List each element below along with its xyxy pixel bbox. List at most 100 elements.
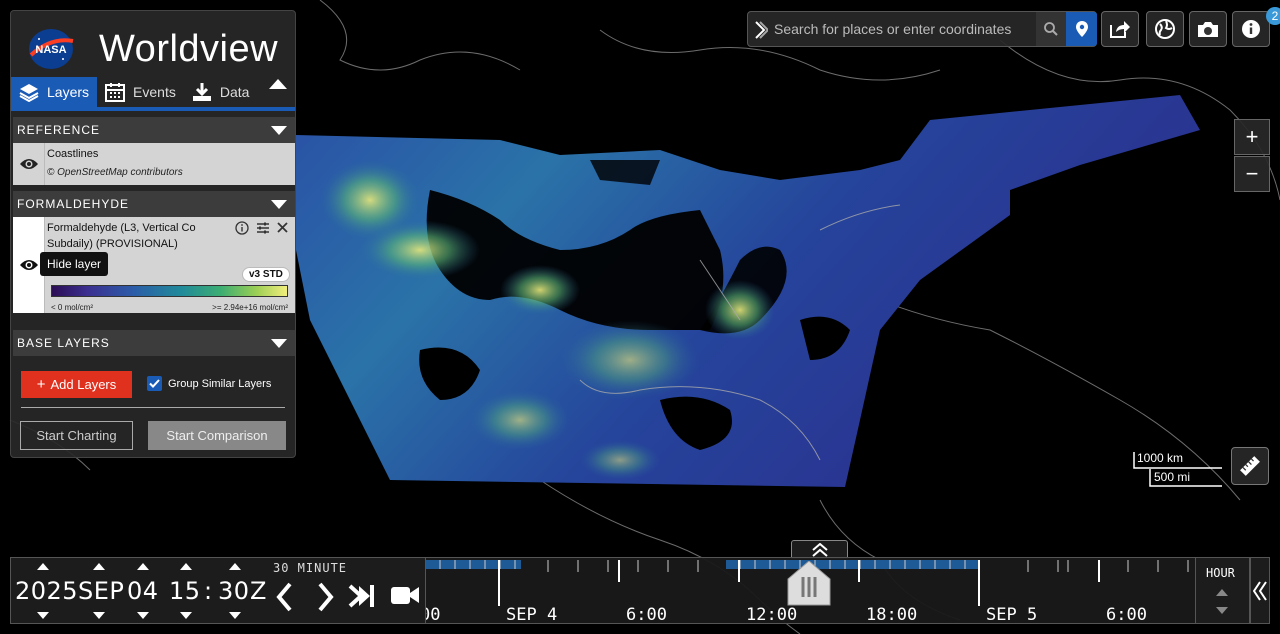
- timeline-collapse-button[interactable]: [1250, 557, 1270, 624]
- axis-label: 6:00: [1106, 605, 1147, 624]
- layer-name: Coastlines: [47, 148, 99, 160]
- search-button[interactable]: [1036, 12, 1066, 46]
- visibility-toggle[interactable]: [13, 143, 45, 185]
- year-field[interactable]: 2025: [15, 577, 79, 605]
- search-icon: [1044, 22, 1058, 36]
- layers-icon: [19, 84, 39, 102]
- day-up-arrow[interactable]: [137, 563, 149, 570]
- layers-sidebar: NASA Worldview Layers Events Data REFERE…: [10, 10, 296, 458]
- add-layers-button[interactable]: + Add Layers: [21, 371, 132, 398]
- hour-field[interactable]: 15: [169, 577, 201, 605]
- chevron-right-icon[interactable]: [754, 21, 768, 39]
- map-pin-icon: [1075, 21, 1088, 37]
- timeline-ticks: [426, 560, 1189, 606]
- category-base-layers[interactable]: BASE LAYERS: [13, 330, 295, 356]
- layer-name-line2: Subdaily) (PROVISIONAL): [47, 238, 178, 250]
- app-title: Worldview: [99, 27, 279, 70]
- tab-events[interactable]: Events: [97, 77, 184, 107]
- info-button[interactable]: [1232, 11, 1270, 47]
- location-pin-button[interactable]: [1066, 12, 1097, 46]
- measure-button[interactable]: [1231, 447, 1269, 485]
- year-down-arrow[interactable]: [37, 612, 49, 619]
- tab-data-label: Data: [219, 84, 250, 100]
- timeline-axis[interactable]: 00 SEP 4 6:00 12:00 18:00 SEP 5 6:00: [426, 557, 1196, 624]
- axis-label: 12:00: [746, 605, 798, 624]
- axis-label: 00: [426, 605, 441, 624]
- category-base-label: BASE LAYERS: [17, 336, 110, 350]
- category-formaldehyde[interactable]: FORMALDEHYDE: [13, 191, 295, 217]
- month-up-arrow[interactable]: [93, 563, 105, 570]
- chevron-left-icon[interactable]: [275, 582, 295, 612]
- settings-sliders-icon[interactable]: [256, 221, 270, 235]
- axis-label: SEP 4: [506, 605, 558, 624]
- info-icon[interactable]: [235, 221, 249, 235]
- zoom-level-up-arrow[interactable]: [1216, 589, 1228, 596]
- category-reference[interactable]: REFERENCE: [13, 117, 295, 143]
- chevron-up-icon: [811, 542, 828, 557]
- scale-bar: [1133, 452, 1222, 487]
- minute-down-arrow[interactable]: [229, 612, 241, 619]
- zoom-in-button[interactable]: +: [1234, 119, 1270, 155]
- tab-data[interactable]: Data: [184, 77, 258, 107]
- ruler-icon: [1240, 456, 1260, 476]
- start-charting-button[interactable]: Start Charting: [20, 421, 133, 450]
- caret-down-icon: [271, 126, 287, 135]
- share-icon: [1110, 21, 1130, 38]
- timeline-zoom-level[interactable]: HOUR: [1195, 557, 1250, 624]
- timezone-label: Z: [250, 577, 267, 605]
- search-input[interactable]: [774, 12, 1034, 46]
- brand: NASA Worldview: [25, 21, 278, 77]
- category-reference-label: REFERENCE: [17, 123, 101, 137]
- hour-down-arrow[interactable]: [180, 612, 192, 619]
- year-up-arrow[interactable]: [37, 563, 49, 570]
- day-field[interactable]: 04: [127, 577, 159, 605]
- axis-label: 6:00: [626, 605, 667, 624]
- hour-up-arrow[interactable]: [180, 563, 192, 570]
- eye-icon: [19, 260, 38, 270]
- zoom-level-down-arrow[interactable]: [1216, 607, 1228, 614]
- scale-mi-label: 500 mi: [1154, 470, 1191, 484]
- minus-icon: −: [1245, 161, 1259, 186]
- location-search: [747, 11, 1097, 47]
- hide-layer-tooltip: Hide layer: [40, 252, 109, 276]
- group-similar-checkbox[interactable]: Group Similar Layers: [147, 376, 271, 391]
- collapse-sidebar-icon[interactable]: [269, 79, 287, 89]
- projection-button[interactable]: [1146, 11, 1184, 47]
- month-field[interactable]: SEP: [78, 577, 125, 605]
- chevron-right-icon[interactable]: [315, 582, 335, 612]
- checkbox-checked-icon: [147, 376, 162, 391]
- close-icon[interactable]: [276, 221, 289, 234]
- layer-coastlines[interactable]: Coastlines © OpenStreetMap contributors: [13, 143, 295, 185]
- caret-down-icon: [271, 339, 287, 348]
- svg-text:NASA: NASA: [35, 44, 66, 56]
- legend-colorbar: [51, 285, 288, 297]
- group-similar-label: Group Similar Layers: [168, 377, 272, 390]
- camera-icon: [1198, 22, 1218, 37]
- divider: [21, 407, 285, 408]
- tab-events-label: Events: [133, 84, 176, 100]
- skip-to-end-icon[interactable]: [348, 582, 376, 610]
- share-button[interactable]: [1101, 11, 1139, 47]
- zoom-out-button[interactable]: −: [1234, 156, 1270, 192]
- double-chevron-left-icon: [1253, 580, 1267, 601]
- time-separator: :: [204, 577, 213, 605]
- date-selector: 30 MINUTE 2025 SEP 04 15 : 30 Z: [10, 557, 426, 624]
- plus-icon: +: [1245, 124, 1259, 149]
- snapshot-button[interactable]: [1189, 11, 1227, 47]
- info-circle-icon: [1242, 20, 1260, 38]
- zoom-level-label: HOUR: [1206, 566, 1235, 580]
- minute-up-arrow[interactable]: [229, 563, 241, 570]
- axis-label: 18:00: [866, 605, 918, 624]
- tab-layers[interactable]: Layers: [11, 77, 98, 107]
- start-comparison-button[interactable]: Start Comparison: [148, 421, 286, 450]
- layer-name-line1: Formaldehyde (L3, Vertical Co: [47, 222, 196, 234]
- timeline-expand-handle[interactable]: [791, 540, 848, 559]
- timeline-drag-handle[interactable]: [786, 561, 832, 606]
- interval-label[interactable]: 30 MINUTE: [273, 561, 348, 575]
- category-formaldehyde-label: FORMALDEHYDE: [17, 197, 130, 211]
- minute-field[interactable]: 30: [218, 577, 250, 605]
- day-down-arrow[interactable]: [137, 612, 149, 619]
- month-down-arrow[interactable]: [93, 612, 105, 619]
- video-camera-icon[interactable]: [390, 584, 420, 606]
